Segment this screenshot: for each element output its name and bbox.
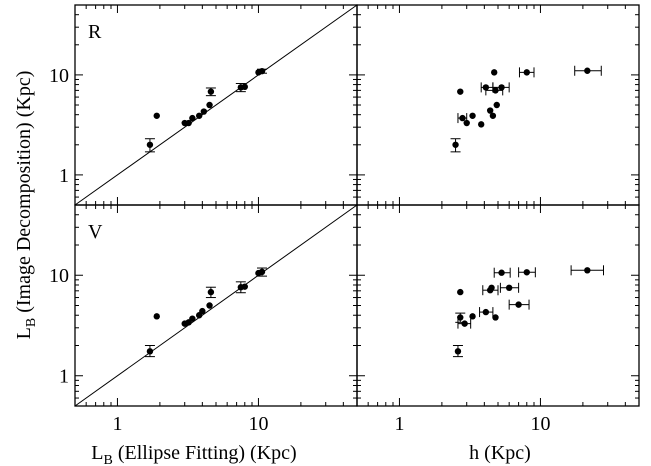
- data-point: [584, 267, 591, 274]
- data-point: [153, 112, 160, 119]
- data-point: [492, 87, 499, 94]
- data-point: [482, 308, 490, 316]
- data-point: [493, 101, 500, 109]
- data-point: [189, 315, 196, 322]
- data-point: [469, 112, 476, 119]
- data-point: [195, 112, 203, 119]
- data-point: [492, 314, 499, 321]
- data-point: [200, 108, 208, 115]
- x-tick-label: 10: [530, 413, 550, 435]
- data-point: [505, 284, 513, 292]
- x-axis-title-right: h (Kpc): [469, 442, 531, 464]
- data-point: [523, 69, 530, 76]
- panel-top-left: 1 10 R: [49, 4, 358, 206]
- data-point: [258, 268, 266, 276]
- data-point: [523, 269, 530, 276]
- identity-line: [74, 204, 358, 407]
- data-point: [146, 348, 154, 355]
- data-point: [457, 88, 464, 95]
- data-point: [459, 114, 466, 122]
- data-point: [454, 348, 462, 355]
- y-tick-label: 1: [59, 366, 69, 388]
- data-point: [241, 283, 248, 290]
- x-tick-label: 1: [112, 413, 122, 435]
- data-point: [199, 307, 206, 315]
- data-point: [452, 141, 459, 148]
- data-point: [515, 301, 522, 308]
- data-point: [463, 119, 470, 127]
- data-point: [206, 101, 213, 109]
- data-point: [498, 269, 505, 276]
- y-axis-title: LB (Image Decomposition) (Kpc): [13, 71, 39, 340]
- x-tick-label: 10: [248, 413, 268, 435]
- y-tick-label: 10: [49, 65, 69, 87]
- y-tick-label: 10: [49, 265, 69, 287]
- data-point: [477, 121, 485, 128]
- data-point: [258, 67, 266, 75]
- data-point: [489, 112, 497, 119]
- panel-bottom-left: 1 10 1 10 V: [49, 204, 358, 435]
- data-point: [185, 119, 192, 127]
- data-point: [498, 84, 505, 91]
- data-point: [486, 107, 494, 114]
- panel-label: R: [88, 21, 102, 43]
- data-point: [491, 69, 498, 76]
- data-point: [469, 313, 476, 320]
- data-point: [241, 83, 248, 91]
- panel-top-right: [356, 4, 640, 206]
- data-point: [584, 67, 591, 74]
- data-point: [189, 114, 196, 122]
- panel-bottom-right: 1 10: [356, 204, 640, 435]
- y-tick-label: 1: [59, 165, 69, 187]
- panel-frame: [356, 204, 640, 407]
- data-point: [457, 314, 464, 321]
- data-point: [206, 302, 213, 309]
- data-point: [207, 288, 215, 296]
- identity-line: [74, 4, 358, 206]
- data-point: [461, 320, 468, 327]
- data-point: [488, 284, 495, 292]
- panel-label: V: [88, 221, 103, 243]
- x-tick-label: 1: [394, 413, 404, 435]
- data-point: [146, 141, 154, 148]
- data-point: [457, 288, 464, 296]
- x-axis-title-left: LB (Ellipse Fitting) (Kpc): [91, 442, 296, 466]
- data-point: [207, 88, 215, 95]
- data-point: [153, 313, 160, 320]
